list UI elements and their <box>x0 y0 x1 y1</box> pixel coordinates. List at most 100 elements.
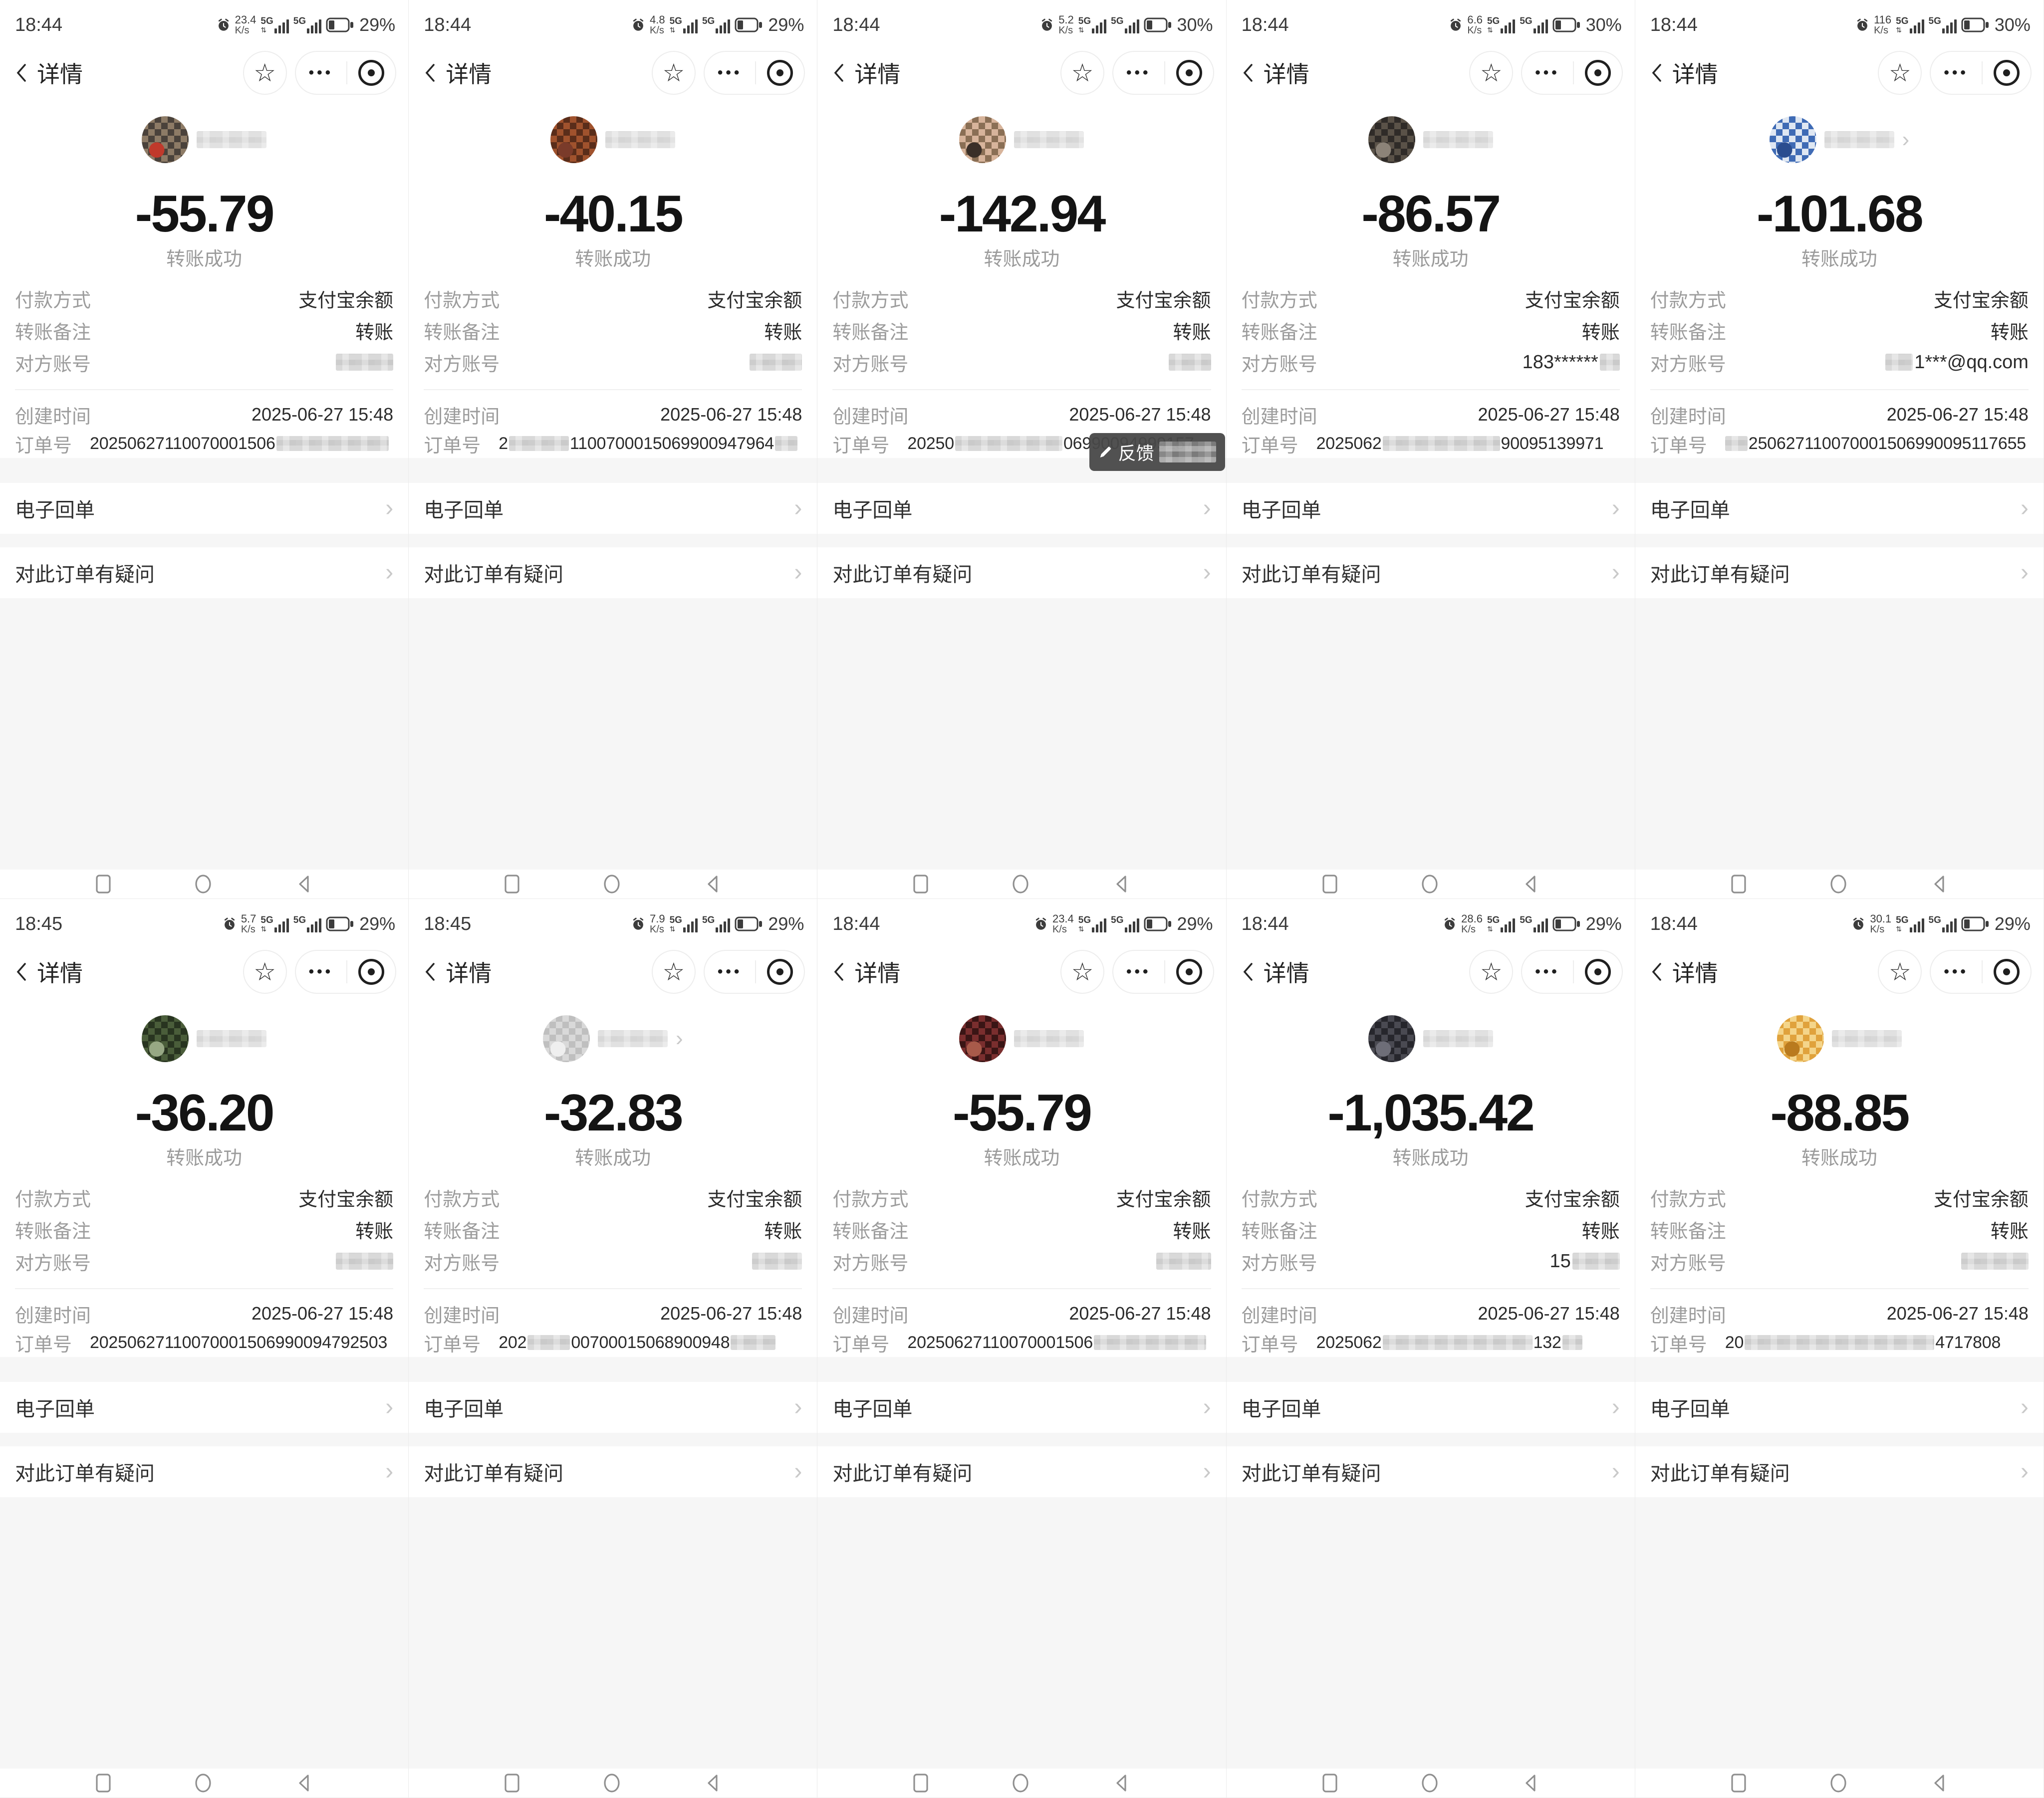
more-button[interactable]: ••• <box>1113 64 1164 81</box>
payee-profile[interactable] <box>409 110 817 170</box>
payee-profile[interactable] <box>817 110 1226 170</box>
recents-button[interactable] <box>1321 1773 1339 1794</box>
receipt-row[interactable]: 电子回单 › <box>817 483 1226 534</box>
question-row[interactable]: 对此订单有疑问 › <box>817 547 1226 598</box>
question-row[interactable]: 对此订单有疑问 › <box>409 1446 817 1497</box>
home-button[interactable] <box>1419 873 1440 896</box>
receipt-row[interactable]: 电子回单 › <box>817 1382 1226 1433</box>
question-row[interactable]: 对此订单有疑问 › <box>1226 547 1635 598</box>
favorite-button[interactable]: ☆ <box>1060 950 1105 994</box>
recents-button[interactable] <box>503 1773 521 1794</box>
more-button[interactable]: ••• <box>1931 963 1982 980</box>
favorite-button[interactable]: ☆ <box>1878 51 1922 95</box>
close-circle-button[interactable] <box>1165 60 1213 86</box>
receipt-row[interactable]: 电子回单 › <box>0 1382 409 1433</box>
receipt-row[interactable]: 电子回单 › <box>409 1382 817 1433</box>
home-button[interactable] <box>1828 1772 1849 1795</box>
more-button[interactable]: ••• <box>1522 64 1573 81</box>
close-circle-button[interactable] <box>347 959 395 985</box>
favorite-button[interactable]: ☆ <box>243 950 287 994</box>
more-button[interactable]: ••• <box>1931 64 1982 81</box>
close-circle-button[interactable] <box>1574 60 1622 86</box>
question-row[interactable]: 对此订单有疑问 › <box>1226 1446 1635 1497</box>
question-row[interactable]: 对此订单有疑问 › <box>409 547 817 598</box>
home-button[interactable] <box>1419 1772 1440 1795</box>
back-button[interactable]: 详情 <box>1240 56 1309 89</box>
back-nav-button[interactable] <box>294 1773 314 1794</box>
recents-button[interactable] <box>1730 1773 1748 1794</box>
back-button[interactable]: 详情 <box>830 56 900 89</box>
payee-profile[interactable]: › <box>409 1009 817 1069</box>
question-row[interactable]: 对此订单有疑问 › <box>0 1446 409 1497</box>
more-button[interactable]: ••• <box>705 963 756 980</box>
back-nav-button[interactable] <box>1521 874 1540 895</box>
receipt-row[interactable]: 电子回单 › <box>1226 1382 1635 1433</box>
question-row[interactable]: 对此订单有疑问 › <box>817 1446 1226 1497</box>
more-button[interactable]: ••• <box>705 64 756 81</box>
payee-profile[interactable] <box>1227 1009 1635 1069</box>
home-button[interactable] <box>1828 873 1849 896</box>
receipt-row[interactable]: 电子回单 › <box>0 483 409 534</box>
receipt-row[interactable]: 电子回单 › <box>409 483 817 534</box>
back-button[interactable]: 详情 <box>422 56 492 89</box>
close-circle-button[interactable] <box>347 60 395 86</box>
recents-button[interactable] <box>1321 874 1339 895</box>
question-row[interactable]: 对此订单有疑问 › <box>1635 1446 2044 1497</box>
back-button[interactable]: 详情 <box>1648 955 1718 988</box>
payee-profile[interactable] <box>0 110 408 170</box>
home-button[interactable] <box>601 1772 622 1795</box>
close-circle-button[interactable] <box>1574 959 1622 985</box>
feedback-toast[interactable]: 反馈 <box>1089 433 1226 471</box>
back-button[interactable]: 详情 <box>1240 955 1309 988</box>
receipt-row[interactable]: 电子回单 › <box>1635 483 2044 534</box>
favorite-button[interactable]: ☆ <box>1060 51 1105 95</box>
back-nav-button[interactable] <box>1929 1773 1949 1794</box>
back-button[interactable]: 详情 <box>422 955 492 988</box>
question-row[interactable]: 对此订单有疑问 › <box>0 547 409 598</box>
favorite-button[interactable]: ☆ <box>651 51 696 95</box>
more-button[interactable]: ••• <box>1113 963 1164 980</box>
favorite-button[interactable]: ☆ <box>651 950 696 994</box>
more-button[interactable]: ••• <box>296 64 347 81</box>
close-circle-button[interactable] <box>1983 60 2031 86</box>
payee-profile[interactable] <box>817 1009 1226 1069</box>
favorite-button[interactable]: ☆ <box>1469 51 1514 95</box>
back-nav-button[interactable] <box>1111 1773 1131 1794</box>
payee-profile[interactable] <box>0 1009 408 1069</box>
payee-profile[interactable]: › <box>1635 110 2044 170</box>
back-nav-button[interactable] <box>1929 874 1949 895</box>
home-button[interactable] <box>193 1772 214 1795</box>
home-button[interactable] <box>601 873 622 896</box>
close-circle-button[interactable] <box>756 959 804 985</box>
back-nav-button[interactable] <box>294 874 314 895</box>
more-button[interactable]: ••• <box>296 963 347 980</box>
back-nav-button[interactable] <box>703 1773 723 1794</box>
more-button[interactable]: ••• <box>1522 963 1573 980</box>
close-circle-button[interactable] <box>1165 959 1213 985</box>
payee-profile[interactable] <box>1227 110 1635 170</box>
close-circle-button[interactable] <box>1983 959 2031 985</box>
back-nav-button[interactable] <box>1521 1773 1540 1794</box>
receipt-row[interactable]: 电子回单 › <box>1635 1382 2044 1433</box>
receipt-row[interactable]: 电子回单 › <box>1226 483 1635 534</box>
payee-profile[interactable] <box>1635 1009 2044 1069</box>
back-button[interactable]: 详情 <box>830 955 900 988</box>
favorite-button[interactable]: ☆ <box>1469 950 1514 994</box>
question-row[interactable]: 对此订单有疑问 › <box>1635 547 2044 598</box>
back-button[interactable]: 详情 <box>13 955 83 988</box>
recents-button[interactable] <box>912 874 930 895</box>
back-nav-button[interactable] <box>1111 874 1131 895</box>
recents-button[interactable] <box>912 1773 930 1794</box>
favorite-button[interactable]: ☆ <box>1878 950 1922 994</box>
recents-button[interactable] <box>1730 874 1748 895</box>
close-circle-button[interactable] <box>756 60 804 86</box>
recents-button[interactable] <box>94 1773 112 1794</box>
back-button[interactable]: 详情 <box>13 56 83 89</box>
back-nav-button[interactable] <box>703 874 723 895</box>
recents-button[interactable] <box>94 874 112 895</box>
home-button[interactable] <box>1010 873 1031 896</box>
back-button[interactable]: 详情 <box>1648 56 1718 89</box>
recents-button[interactable] <box>503 874 521 895</box>
favorite-button[interactable]: ☆ <box>243 51 287 95</box>
home-button[interactable] <box>193 873 214 896</box>
